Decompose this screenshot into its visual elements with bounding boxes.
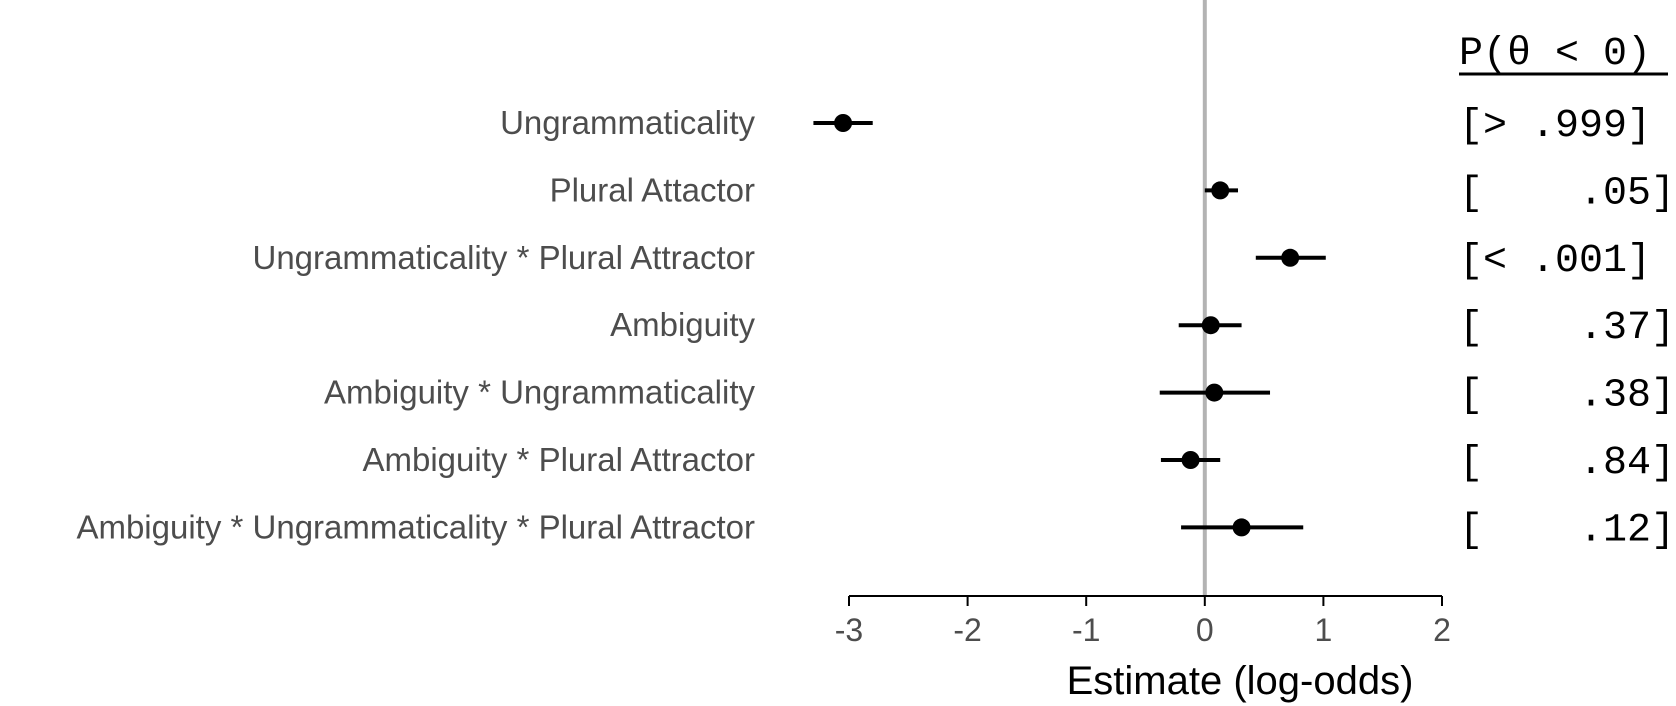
estimate-point xyxy=(1205,383,1224,402)
x-tick-label: 1 xyxy=(1315,612,1333,648)
x-tick-label: -1 xyxy=(1072,612,1100,648)
effect-label: Plural Attactor xyxy=(550,171,755,208)
x-tick-label: -2 xyxy=(953,612,981,648)
x-tick-label: 2 xyxy=(1433,612,1451,648)
probability-value: [ .05] xyxy=(1459,171,1675,216)
effect-label: Ambiguity * Ungrammaticality * Plural At… xyxy=(76,508,755,545)
estimate-point xyxy=(1201,316,1220,335)
estimate-point xyxy=(1181,451,1200,469)
estimate-point xyxy=(1232,518,1251,537)
probability-value: [< .001] xyxy=(1459,239,1651,284)
effect-label: Ungrammaticality xyxy=(500,104,755,141)
effect-label: Ambiguity xyxy=(610,306,755,343)
effect-row: Ambiguity * Ungrammaticality xyxy=(324,374,1271,411)
x-tick-label: 0 xyxy=(1196,612,1214,648)
effect-label: Ambiguity * Ungrammaticality xyxy=(324,374,755,411)
probability-header: P(θ < 0) xyxy=(1459,32,1651,77)
effect-row: Ungrammaticality * Plural Attractor xyxy=(253,239,1326,276)
estimate-point xyxy=(834,114,853,132)
probability-value: [ .84] xyxy=(1459,441,1675,486)
x-axis-title: Estimate (log-odds) xyxy=(1067,659,1414,703)
effect-label: Ungrammaticality * Plural Attractor xyxy=(253,239,756,276)
effect-row: Ungrammaticality xyxy=(500,104,873,141)
effect-row: Ambiguity * Ungrammaticality * Plural At… xyxy=(76,508,1304,545)
probability-value: [ .12] xyxy=(1459,508,1675,553)
estimate-point xyxy=(1211,181,1230,200)
x-tick-label: -3 xyxy=(835,612,863,648)
probability-value: [ .38] xyxy=(1459,374,1675,419)
probability-value: [> .999] xyxy=(1459,104,1651,149)
effect-row: Ambiguity xyxy=(610,306,1242,343)
effect-label: Ambiguity * Plural Attractor xyxy=(363,441,756,478)
effect-row: Plural Attactor xyxy=(550,171,1239,208)
effect-row: Ambiguity * Plural Attractor xyxy=(363,441,1221,478)
estimate-point xyxy=(1281,248,1300,267)
probability-value: [ .37] xyxy=(1459,306,1675,351)
